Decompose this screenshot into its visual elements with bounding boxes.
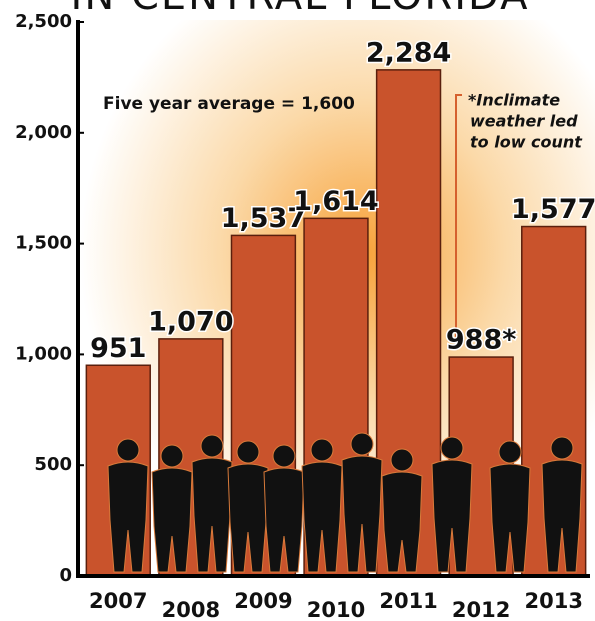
silhouette-head [236, 440, 260, 464]
value-label: 988* [446, 325, 516, 356]
silhouette-body [227, 463, 269, 573]
footnote-bracket [455, 94, 462, 339]
footnote: to low count [470, 133, 583, 152]
footnote: *Inclimate [468, 91, 560, 110]
silhouette-head [498, 440, 522, 464]
value-label: 1,070 [148, 306, 233, 337]
silhouette-head [390, 448, 414, 472]
x-tick-label: 2013 [524, 589, 582, 613]
x-tick-label: 2008 [162, 598, 220, 621]
y-tick-label: 2,000 [15, 122, 72, 143]
y-tick-label: 1,000 [15, 343, 72, 364]
silhouette-body [431, 459, 473, 573]
y-tick-label: 1,500 [15, 233, 72, 254]
y-tick-label: 500 [34, 454, 72, 475]
value-label: 1,577 [511, 194, 595, 225]
silhouette-head [350, 432, 374, 456]
silhouette-head [272, 444, 296, 468]
silhouettes [107, 432, 583, 573]
silhouette-body [107, 461, 149, 573]
value-label: 951 [90, 333, 146, 364]
silhouette-head [200, 434, 224, 458]
average-note: Five year average = 1,600 [103, 94, 355, 114]
silhouette-head [160, 444, 184, 468]
silhouette-body [541, 459, 583, 573]
value-label: 2,284 [366, 37, 451, 68]
silhouette-body [341, 455, 383, 573]
value-label: 1,614 [293, 186, 378, 217]
silhouette-head [116, 438, 140, 462]
y-tick-label: 0 [59, 565, 72, 586]
silhouette-body [191, 457, 233, 573]
footnote: weather led [470, 112, 578, 131]
silhouette-body [489, 463, 531, 573]
silhouette-head [550, 436, 574, 460]
value-label: 1,537 [221, 203, 306, 234]
silhouette-body [381, 471, 423, 573]
x-tick-label: 2012 [452, 598, 510, 621]
x-tick-label: 2007 [89, 589, 147, 613]
x-tick-label: 2011 [379, 589, 437, 613]
chart-title: IN CENTRAL FLORIDA [71, 0, 530, 19]
x-tick-label: 2010 [307, 598, 365, 621]
y-tick-label: 2,500 [15, 11, 72, 32]
silhouette-head [440, 436, 464, 460]
x-tick-label: 2009 [234, 589, 292, 613]
silhouette-head [310, 438, 334, 462]
